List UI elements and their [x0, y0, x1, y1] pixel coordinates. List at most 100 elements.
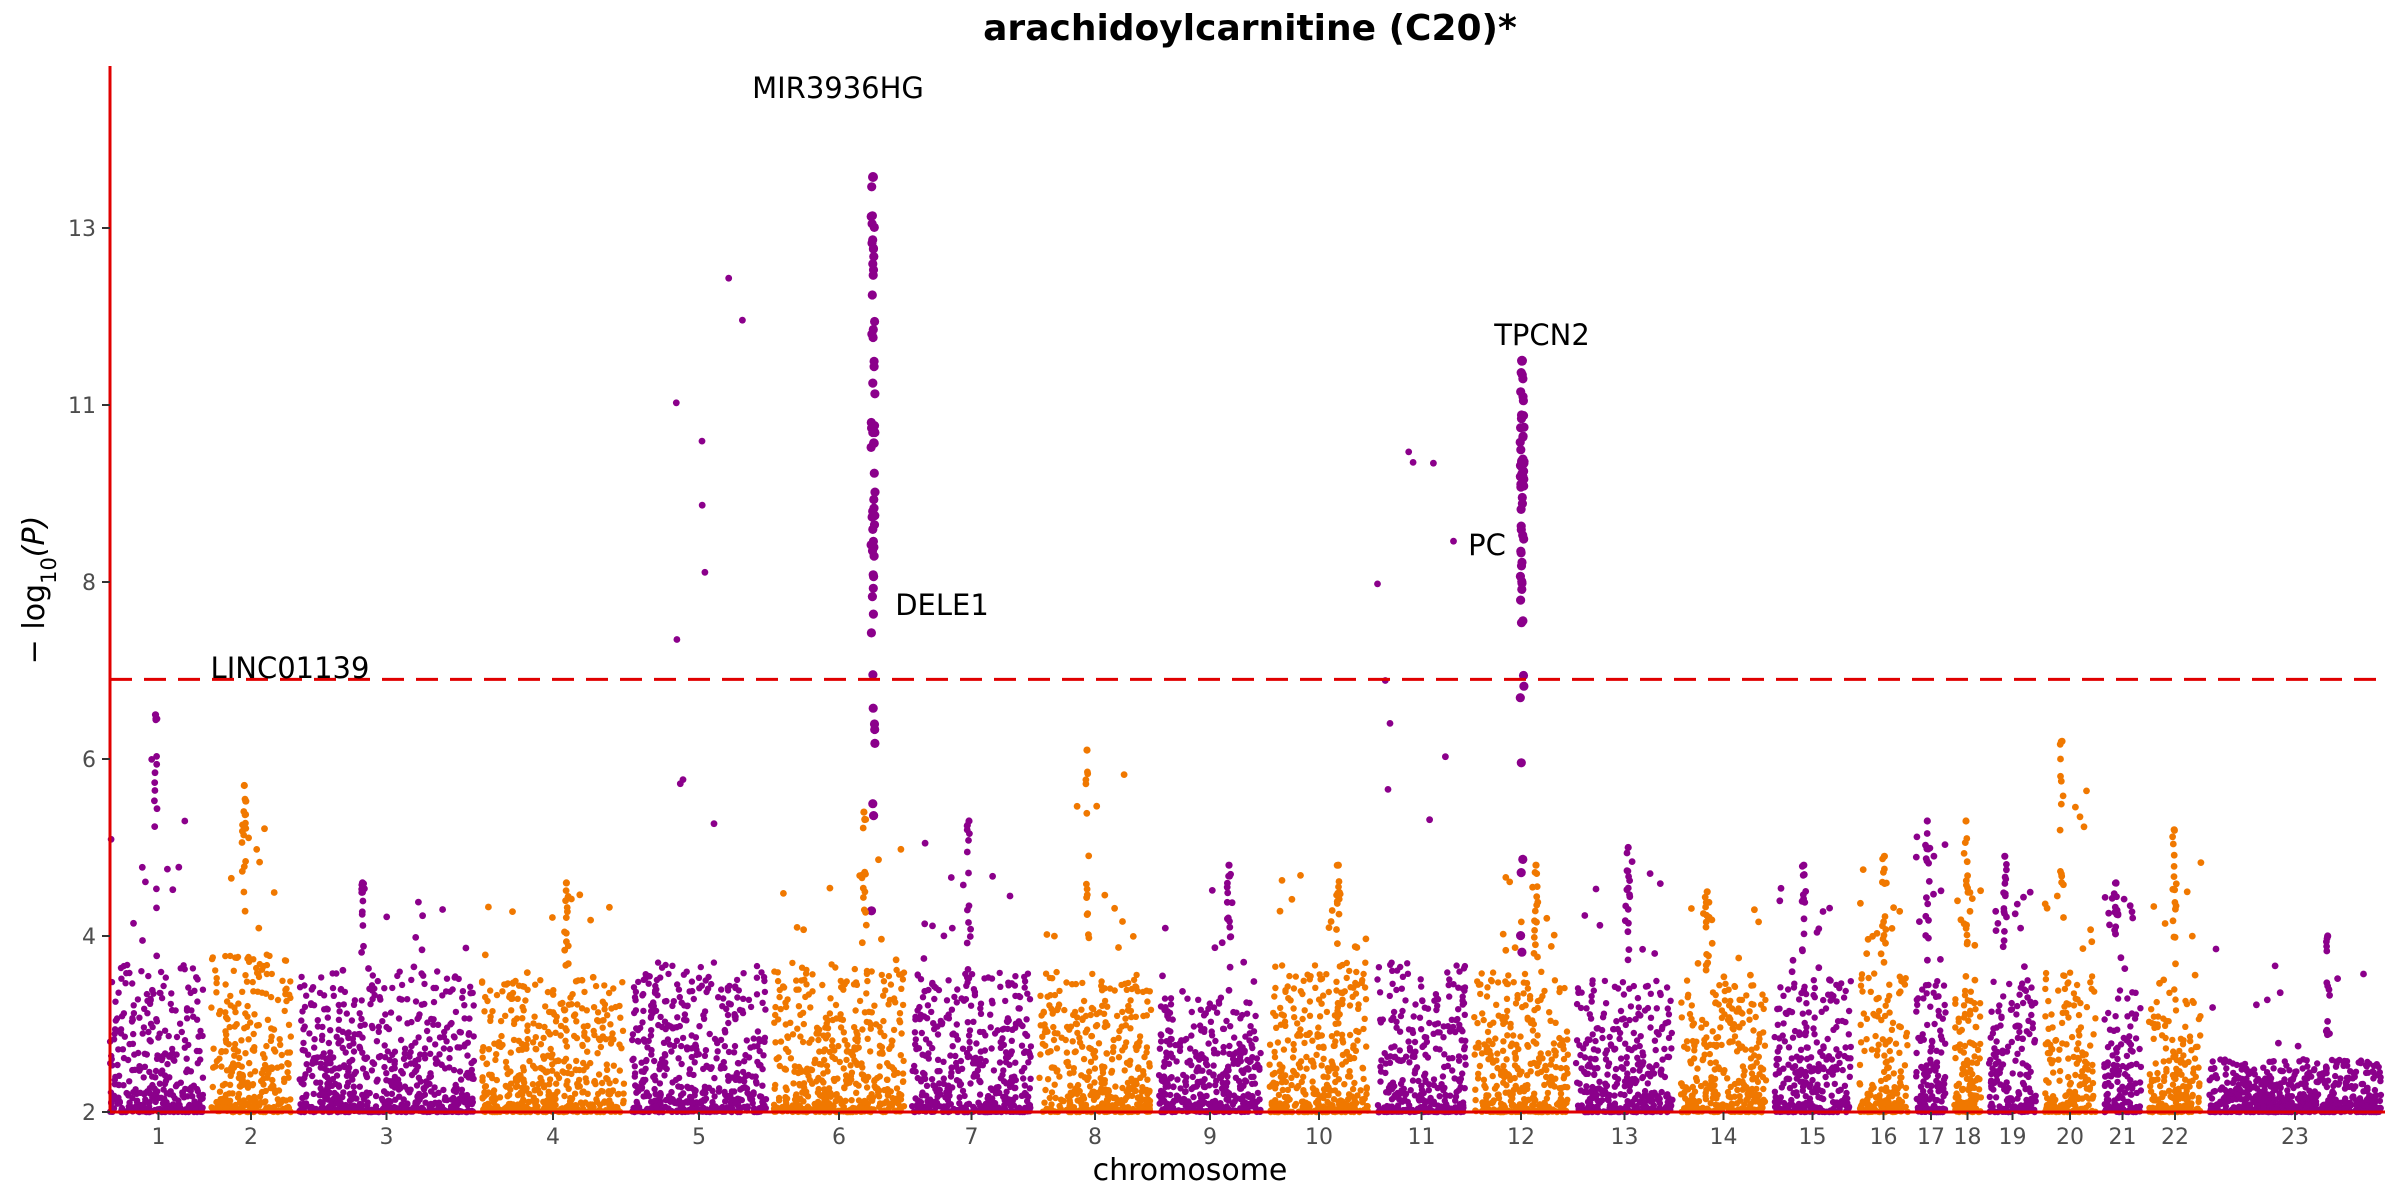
data-point: [462, 944, 470, 952]
data-point: [1090, 1006, 1097, 1013]
data-point: [1335, 910, 1343, 918]
data-point: [130, 1010, 138, 1017]
data-point: [461, 1002, 468, 1009]
data-point: [341, 988, 349, 996]
data-point: [1110, 1094, 1117, 1102]
data-point: [267, 993, 275, 1001]
data-point: [1124, 1079, 1132, 1087]
data-point: [238, 1037, 245, 1044]
data-point: [407, 1048, 414, 1056]
points-layer: [106, 172, 2385, 1116]
data-point: [1279, 1064, 1286, 1071]
data-point: [1415, 1096, 1423, 1103]
data-point: [143, 990, 151, 998]
data-point: [725, 1019, 732, 1027]
data-point: [300, 1100, 307, 1108]
data-point: [1361, 1015, 1368, 1022]
data-point: [272, 1048, 279, 1055]
data-point: [1519, 422, 1529, 432]
data-point: [787, 1019, 794, 1026]
data-point: [258, 1070, 266, 1077]
data-point: [446, 1064, 453, 1071]
data-point: [692, 1041, 699, 1048]
data-point: [357, 1022, 364, 1029]
data-point: [299, 1046, 306, 1054]
data-point: [253, 964, 260, 972]
data-point: [775, 1016, 782, 1023]
data-point: [440, 1086, 447, 1094]
data-point: [373, 1038, 381, 1045]
data-point: [1412, 1067, 1419, 1074]
data-point: [1093, 802, 1101, 810]
data-point: [132, 1086, 139, 1093]
data-point: [790, 1080, 797, 1087]
data-point: [549, 1009, 557, 1016]
data-point: [1012, 1059, 1019, 1066]
data-point: [321, 1006, 328, 1013]
data-point: [699, 1089, 706, 1097]
data-point: [925, 986, 932, 994]
data-point: [1274, 1039, 1282, 1046]
data-point: [358, 885, 366, 893]
data-point: [302, 1093, 309, 1100]
data-point: [561, 1006, 569, 1014]
data-point: [169, 1045, 176, 1053]
data-point: [227, 992, 234, 1000]
data-point: [815, 1036, 822, 1044]
data-point: [1169, 1054, 1176, 1061]
data-point: [1249, 1100, 1257, 1108]
data-point: [343, 1072, 351, 1080]
data-point: [222, 1105, 229, 1112]
data-point: [744, 1089, 751, 1097]
data-point: [781, 1065, 788, 1072]
data-point: [981, 1047, 989, 1054]
data-point: [808, 1066, 816, 1074]
data-point: [888, 1037, 895, 1044]
data-point: [1320, 992, 1327, 999]
data-point: [1360, 1025, 1367, 1033]
data-point: [923, 1082, 931, 1090]
data-point: [898, 1030, 905, 1037]
data-point: [785, 1048, 792, 1056]
data-point: [1133, 1080, 1140, 1088]
data-point: [389, 984, 396, 992]
data-point: [1091, 1047, 1099, 1055]
data-point: [314, 1017, 321, 1024]
data-point: [710, 959, 718, 966]
data-point: [650, 1073, 657, 1081]
data-point: [1462, 1037, 1469, 1045]
data-point: [388, 1065, 395, 1073]
data-point: [1067, 1082, 1074, 1089]
data-point: [760, 1052, 767, 1059]
data-point: [918, 1076, 925, 1083]
data-point: [832, 1001, 840, 1009]
data-point: [802, 970, 810, 977]
data-point: [537, 1041, 545, 1048]
data-point: [878, 971, 885, 979]
data-point: [358, 879, 367, 887]
data-point: [420, 972, 427, 979]
data-point: [1157, 1003, 1165, 1010]
data-point: [176, 1020, 184, 1027]
data-point: [1208, 1032, 1216, 1039]
data-point: [224, 1015, 231, 1023]
data-point: [161, 1072, 169, 1079]
data-point: [396, 968, 403, 975]
data-point: [264, 1016, 272, 1023]
data-point: [940, 1075, 947, 1082]
data-point: [222, 981, 229, 988]
data-point: [339, 966, 347, 974]
data-point: [783, 1095, 791, 1102]
data-point: [1244, 1065, 1251, 1072]
data-point: [144, 1010, 151, 1017]
data-point: [795, 986, 802, 993]
data-point: [718, 1062, 725, 1070]
data-point: [612, 1103, 619, 1111]
data-point: [391, 1073, 399, 1081]
data-point: [1132, 1087, 1139, 1095]
data-point: [1324, 1074, 1331, 1081]
data-point: [706, 1030, 713, 1038]
data-point: [1101, 1023, 1109, 1031]
data-point: [458, 1090, 466, 1098]
data-point: [776, 993, 783, 1001]
